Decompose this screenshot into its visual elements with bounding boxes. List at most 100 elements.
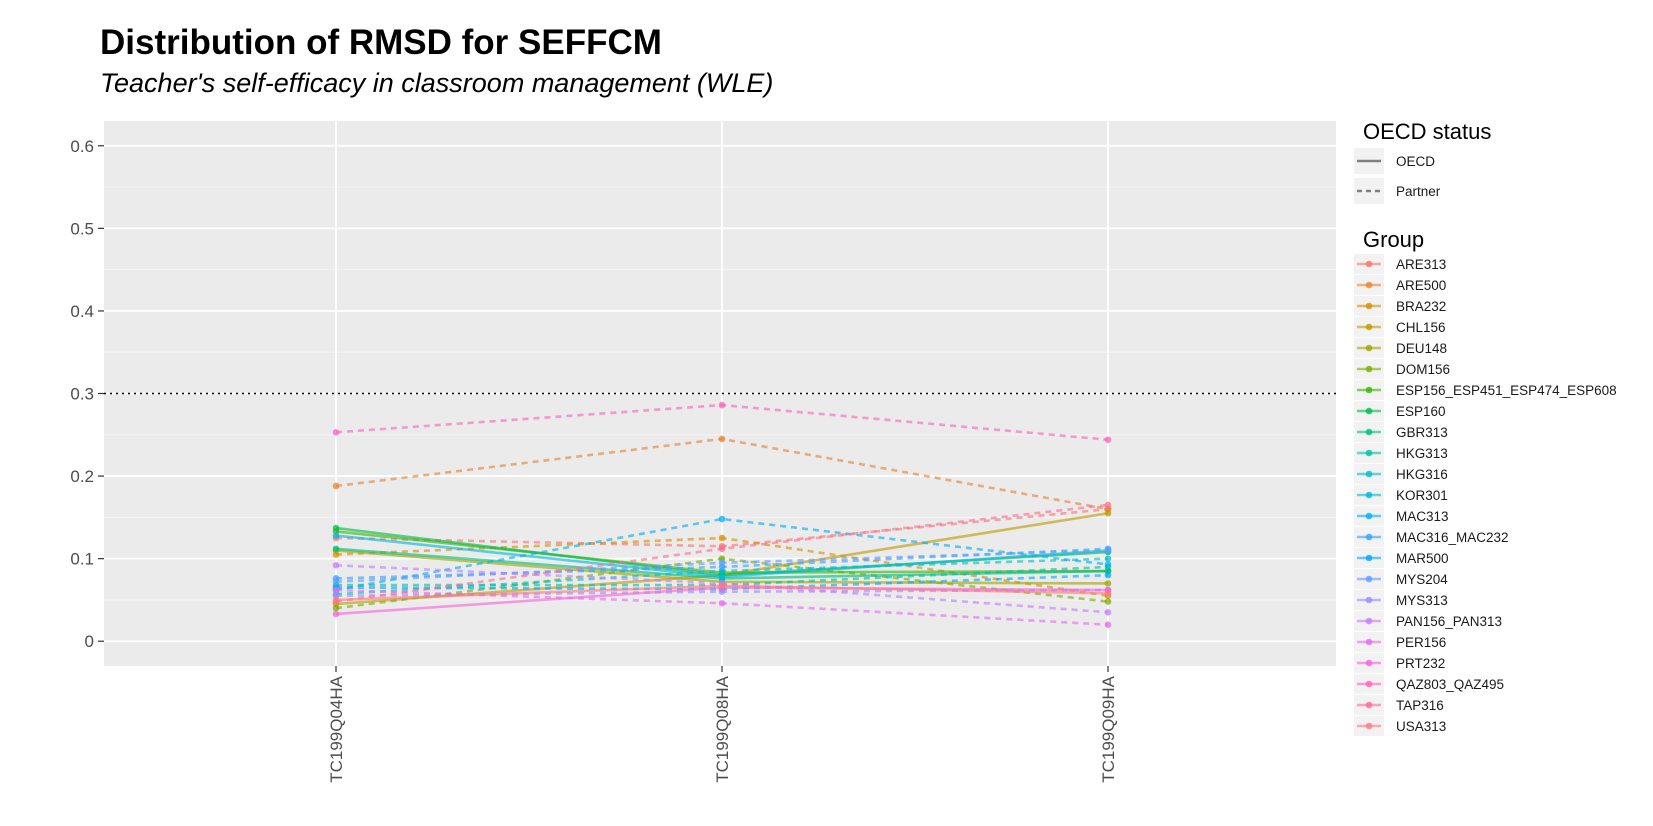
data-point — [332, 482, 340, 490]
legend-key-point — [1365, 344, 1373, 352]
data-point — [1104, 609, 1112, 616]
data-point — [1104, 509, 1112, 517]
legend-group-item: ARE500 — [1354, 275, 1446, 295]
data-point — [718, 545, 726, 553]
legend-status-item: Partner — [1354, 178, 1441, 204]
data-point — [1104, 436, 1112, 444]
data-point — [1104, 590, 1112, 597]
series-line — [335, 517, 1109, 592]
legend-group-label: ARE313 — [1396, 257, 1446, 272]
legend-key-point — [1365, 659, 1373, 667]
legend-group-item: TAP316 — [1354, 695, 1444, 715]
legend-group-label: QAZ803_QAZ495 — [1396, 677, 1504, 692]
y-tick-label: 0.4 — [70, 302, 94, 321]
legend-key-point — [1365, 701, 1373, 709]
legend-key-point — [1365, 470, 1373, 478]
legend-key-point — [1365, 680, 1373, 688]
legend-key-point — [1365, 722, 1373, 730]
legend-group-label: MAR500 — [1396, 551, 1449, 566]
y-tick-label: 0.1 — [70, 550, 94, 569]
legend-group-item: MAC316_MAC232 — [1354, 527, 1509, 547]
legend-key-point — [1365, 596, 1373, 604]
legend-key-point — [1365, 449, 1373, 457]
data-point — [332, 610, 340, 618]
legend-group-item: MAC313 — [1354, 506, 1449, 526]
data-point — [718, 559, 726, 567]
legend-group-item: ARE313 — [1354, 254, 1446, 274]
data-point — [332, 596, 340, 604]
legend-status-title: OECD status — [1363, 119, 1491, 144]
legend-group-item: ESP156_ESP451_ESP474_ESP608 — [1354, 380, 1617, 400]
data-point — [332, 561, 340, 569]
data-point — [1104, 547, 1112, 554]
y-tick-label: 0 — [85, 632, 94, 651]
data-point — [718, 582, 726, 590]
legend-oecd-status: OECD status OECD Partner — [1354, 119, 1491, 204]
series-qaz803_qaz495 — [332, 401, 1112, 444]
legend-group-label: KOR301 — [1396, 488, 1448, 503]
legend-key-point — [1365, 260, 1373, 268]
legend-group-item: PER156 — [1354, 632, 1446, 652]
legend-key-point — [1365, 533, 1373, 541]
legend-key-point — [1365, 386, 1373, 394]
x-tick-label: TC199Q09HA — [1099, 675, 1118, 782]
data-point — [332, 532, 340, 539]
legend-key-point — [1365, 365, 1373, 373]
x-tick-label: TC199Q04HA — [327, 675, 346, 782]
legend-group-item: MYS313 — [1354, 590, 1448, 610]
legend-group-item: BRA232 — [1354, 296, 1446, 316]
data-point — [1104, 571, 1112, 579]
legend-group-label: HKG316 — [1396, 467, 1448, 482]
data-point — [718, 401, 726, 409]
legend-group-item: QAZ803_QAZ495 — [1354, 674, 1504, 694]
legend-group-item: DEU148 — [1354, 338, 1447, 358]
legend-group: Group ARE313 ARE500 BRA232 CHL156 DEU148 DOM1… — [1354, 227, 1617, 736]
legend-group-item: HKG316 — [1354, 464, 1448, 484]
legend-group-label: MAC316_MAC232 — [1396, 530, 1509, 545]
legend-group-item: PAN156_PAN313 — [1354, 611, 1502, 631]
legend-group-item: DOM156 — [1354, 359, 1450, 379]
legend-status-label: Partner — [1396, 184, 1441, 199]
legend-group-item: CHL156 — [1354, 317, 1446, 337]
legend-group-label: ESP156_ESP451_ESP474_ESP608 — [1396, 383, 1617, 398]
legend-group-item: USA313 — [1354, 716, 1446, 736]
legend-group-item: KOR301 — [1354, 485, 1448, 505]
legend-status-item: OECD — [1354, 148, 1435, 174]
legend-group-label: PRT232 — [1396, 656, 1445, 671]
legend-key-point — [1365, 302, 1373, 310]
legend-key-point — [1365, 407, 1373, 415]
data-point — [1104, 555, 1112, 562]
legend-group-title: Group — [1363, 227, 1424, 252]
legend-group-label: DOM156 — [1396, 362, 1450, 377]
legend-key-point — [1365, 617, 1373, 625]
data-point — [332, 586, 340, 594]
data-point — [332, 429, 340, 436]
data-point — [718, 599, 726, 607]
data-point — [332, 578, 340, 586]
legend-group-label: CHL156 — [1396, 320, 1446, 335]
legend-group-item: MYS204 — [1354, 569, 1448, 589]
legend-group-label: ARE500 — [1396, 278, 1446, 293]
legend-group-label: BRA232 — [1396, 299, 1446, 314]
legend-group-item: ESP160 — [1354, 401, 1446, 421]
legend-group-label: HKG313 — [1396, 446, 1448, 461]
data-point — [718, 515, 726, 523]
series-per156 — [332, 586, 1112, 629]
legend-group-label: MYS204 — [1396, 572, 1448, 587]
data-point — [332, 545, 340, 553]
legend-key-point — [1365, 575, 1373, 583]
series-layer — [332, 401, 1112, 629]
legend-key-point — [1365, 428, 1373, 436]
data-point — [332, 604, 340, 612]
legend-group-item: HKG313 — [1354, 443, 1448, 463]
data-point — [718, 573, 726, 581]
data-point — [332, 524, 340, 532]
x-tick-label: TC199Q08HA — [713, 675, 732, 782]
legend-group-label: ESP160 — [1396, 404, 1446, 419]
legend-key-point — [1365, 491, 1373, 499]
legend-group-label: PAN156_PAN313 — [1396, 614, 1502, 629]
data-point — [1104, 621, 1112, 629]
legend-group-label: MAC313 — [1396, 509, 1449, 524]
legend-group-label: TAP316 — [1396, 698, 1444, 713]
